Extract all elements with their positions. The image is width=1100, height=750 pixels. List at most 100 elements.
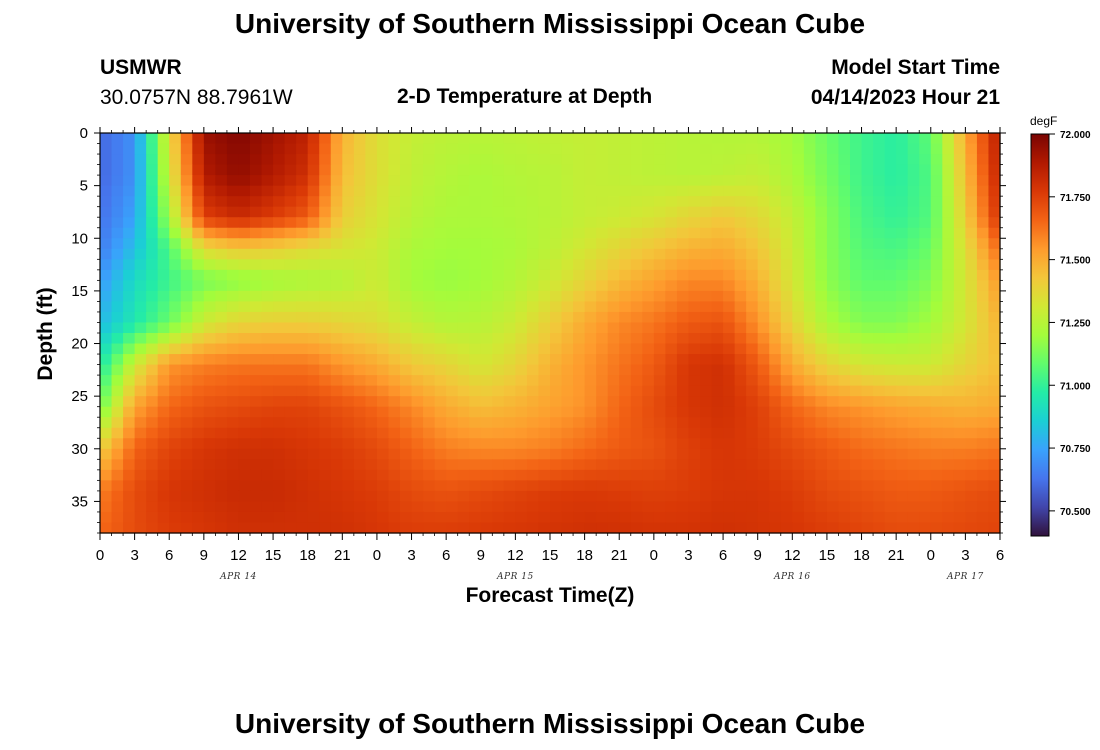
heatmap-cell bbox=[307, 175, 320, 187]
heatmap-cell bbox=[134, 364, 147, 376]
heatmap-cell bbox=[665, 290, 678, 303]
heatmap-cell bbox=[988, 417, 1001, 429]
heatmap-cell bbox=[688, 385, 701, 397]
heatmap-cell bbox=[388, 459, 401, 471]
heatmap-cell bbox=[319, 185, 332, 197]
heatmap-cell bbox=[261, 227, 274, 239]
heatmap-cell bbox=[838, 301, 851, 313]
heatmap-cell bbox=[988, 259, 1001, 271]
heatmap-cell bbox=[250, 196, 263, 208]
heatmap-cell bbox=[676, 354, 690, 366]
heatmap-cell bbox=[884, 227, 897, 239]
heatmap-cell bbox=[630, 311, 643, 324]
heatmap-cell bbox=[976, 206, 990, 218]
heatmap-cell bbox=[538, 406, 551, 418]
heatmap-cell bbox=[607, 322, 620, 334]
heatmap-cell bbox=[203, 322, 216, 334]
heatmap-cell bbox=[803, 364, 816, 376]
heatmap-cell bbox=[307, 343, 320, 355]
heatmap-cell bbox=[342, 375, 355, 387]
heatmap-cell bbox=[457, 490, 470, 503]
heatmap-cell bbox=[400, 280, 413, 292]
heatmap-cell bbox=[653, 343, 666, 355]
heatmap-cell bbox=[492, 469, 505, 481]
heatmap-cell bbox=[573, 301, 586, 313]
heatmap-cell bbox=[434, 196, 447, 208]
heatmap-cell bbox=[665, 522, 678, 534]
heatmap-cell bbox=[134, 469, 147, 481]
heatmap-cell bbox=[457, 417, 470, 429]
heatmap-cell bbox=[607, 490, 620, 503]
heatmap-cell bbox=[157, 259, 170, 271]
heatmap-cell bbox=[526, 448, 540, 460]
heatmap-cell bbox=[919, 448, 932, 460]
heatmap-cell bbox=[446, 322, 459, 334]
heatmap-cell bbox=[169, 196, 182, 208]
heatmap-cell bbox=[873, 196, 886, 208]
heatmap-cell bbox=[953, 311, 966, 324]
heatmap-cell bbox=[665, 175, 678, 187]
heatmap-cell bbox=[319, 459, 332, 471]
heatmap-cell bbox=[653, 522, 666, 534]
heatmap-cell bbox=[203, 248, 216, 260]
heatmap-cell bbox=[930, 480, 943, 492]
heatmap-cell bbox=[711, 490, 724, 503]
heatmap-cell bbox=[400, 448, 413, 460]
heatmap-cell bbox=[319, 396, 332, 408]
heatmap-cell bbox=[896, 333, 909, 345]
heatmap-cell bbox=[526, 175, 540, 187]
heatmap-cell bbox=[688, 322, 701, 334]
heatmap-cell bbox=[353, 343, 366, 355]
heatmap-cell bbox=[226, 396, 240, 408]
heatmap-cell bbox=[630, 501, 643, 513]
heatmap-cell bbox=[215, 280, 228, 292]
heatmap-cell bbox=[550, 480, 563, 492]
heatmap-cell bbox=[157, 280, 170, 292]
heatmap-cell bbox=[630, 143, 643, 155]
heatmap-cell bbox=[457, 206, 470, 218]
heatmap-cell bbox=[319, 259, 332, 271]
heatmap-cell bbox=[423, 227, 436, 239]
heatmap-cell bbox=[919, 269, 932, 281]
heatmap-cell bbox=[100, 333, 113, 345]
heatmap-cell bbox=[123, 459, 136, 471]
heatmap-cell bbox=[850, 354, 863, 366]
heatmap-cell bbox=[780, 364, 793, 376]
heatmap-cell bbox=[700, 238, 713, 250]
heatmap-cell bbox=[342, 480, 355, 492]
heatmap-cell bbox=[261, 290, 274, 303]
heatmap-cell bbox=[423, 438, 436, 450]
heatmap-cell bbox=[561, 427, 574, 439]
heatmap-cell bbox=[665, 448, 678, 460]
heatmap-cell bbox=[238, 206, 251, 218]
heatmap-cell bbox=[976, 269, 990, 281]
heatmap-cell bbox=[319, 490, 332, 503]
heatmap-cell bbox=[607, 143, 620, 155]
heatmap-cell bbox=[723, 206, 736, 218]
heatmap-cell bbox=[803, 164, 816, 176]
heatmap-cell bbox=[526, 154, 540, 166]
heatmap-cell bbox=[492, 364, 505, 376]
heatmap-cell bbox=[665, 396, 678, 408]
heatmap-cell bbox=[123, 333, 136, 345]
heatmap-cell bbox=[700, 133, 713, 145]
heatmap-cell bbox=[169, 290, 182, 303]
heatmap-cell bbox=[884, 385, 897, 397]
heatmap-cell bbox=[226, 480, 240, 492]
heatmap-cell bbox=[342, 269, 355, 281]
heatmap-cell bbox=[203, 490, 216, 503]
heatmap-cell bbox=[169, 480, 182, 492]
heatmap-cell bbox=[584, 311, 597, 324]
heatmap-cell bbox=[815, 490, 828, 503]
heatmap-cell bbox=[134, 217, 147, 229]
heatmap-cell bbox=[723, 227, 736, 239]
heatmap-cell bbox=[273, 175, 286, 187]
heatmap-cell bbox=[492, 217, 505, 229]
heatmap-cell bbox=[273, 427, 286, 439]
heatmap-cell bbox=[365, 301, 378, 313]
heatmap-cell bbox=[792, 175, 805, 187]
heatmap-cell bbox=[492, 196, 505, 208]
heatmap-cell bbox=[873, 248, 886, 260]
heatmap-cell bbox=[653, 185, 666, 197]
heatmap-cell bbox=[319, 322, 332, 334]
